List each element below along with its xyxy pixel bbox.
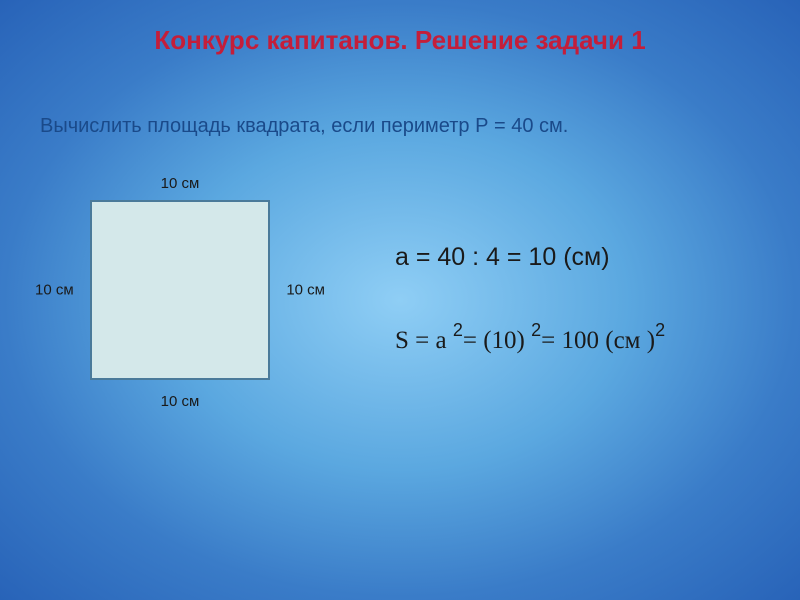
formula-area-part2: = (10) [463, 327, 531, 354]
formula-side-length: а = 40 : 4 = 10 (см) [395, 243, 610, 272]
square-label-bottom: 10 см [161, 393, 200, 410]
slide-title: Конкурс капитанов. Решение задачи 1 [154, 25, 645, 56]
formula-area-exp1: 2 [453, 320, 463, 340]
square-label-left: 10 см [35, 282, 74, 299]
formula-area-exp2: 2 [531, 320, 541, 340]
formula-area: S = а 2= (10) 2= 100 (см )2 [395, 327, 665, 355]
square-label-top: 10 см [161, 175, 200, 192]
slide-subtitle: Вычислить площадь квадрата, если перимет… [40, 115, 568, 138]
formula-area-part1: S = а [395, 327, 453, 354]
square-shape [90, 200, 270, 380]
square-label-right: 10 см [286, 282, 325, 299]
square-diagram: 10 см 10 см 10 см 10 см [90, 200, 270, 380]
formula-area-exp3: 2 [655, 320, 665, 340]
formula-area-part3: = 100 (см ) [541, 327, 655, 354]
